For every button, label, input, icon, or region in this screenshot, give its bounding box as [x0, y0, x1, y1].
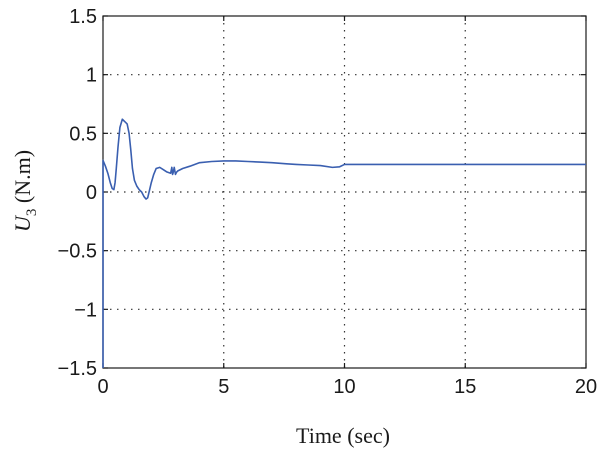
series-layer [102, 118, 586, 369]
y-axis-label-unit: (N.m) [10, 150, 35, 209]
x-tick-label: 10 [333, 376, 355, 398]
x-tick-label: 5 [218, 376, 229, 398]
x-tick-label: 15 [454, 376, 476, 398]
y-tick-label: −0.5 [58, 241, 97, 263]
y-tick-label: 1.5 [69, 6, 97, 28]
y-tick-label: −1 [74, 299, 97, 321]
y-tick-label: 0.5 [69, 123, 97, 145]
x-tick-label: 20 [575, 376, 597, 398]
grid [103, 16, 586, 368]
y-axis-label: U3 (N.m) [10, 150, 40, 232]
x-axis-label: Time (sec) [296, 423, 390, 448]
y-tick-label: 1 [86, 65, 97, 87]
y-axis-label-subscript: 3 [24, 209, 40, 217]
x-tick-label: 0 [97, 376, 108, 398]
series-line [102, 118, 586, 369]
y-tick-label: 0 [86, 182, 97, 204]
y-axis-label-symbol: U [10, 214, 35, 232]
y-tick-label: −1.5 [58, 358, 97, 380]
axis-ticks: 0 5 10 15 20 1.5 1 0.5 0 −0.5 −1 −1.5 [58, 6, 598, 398]
